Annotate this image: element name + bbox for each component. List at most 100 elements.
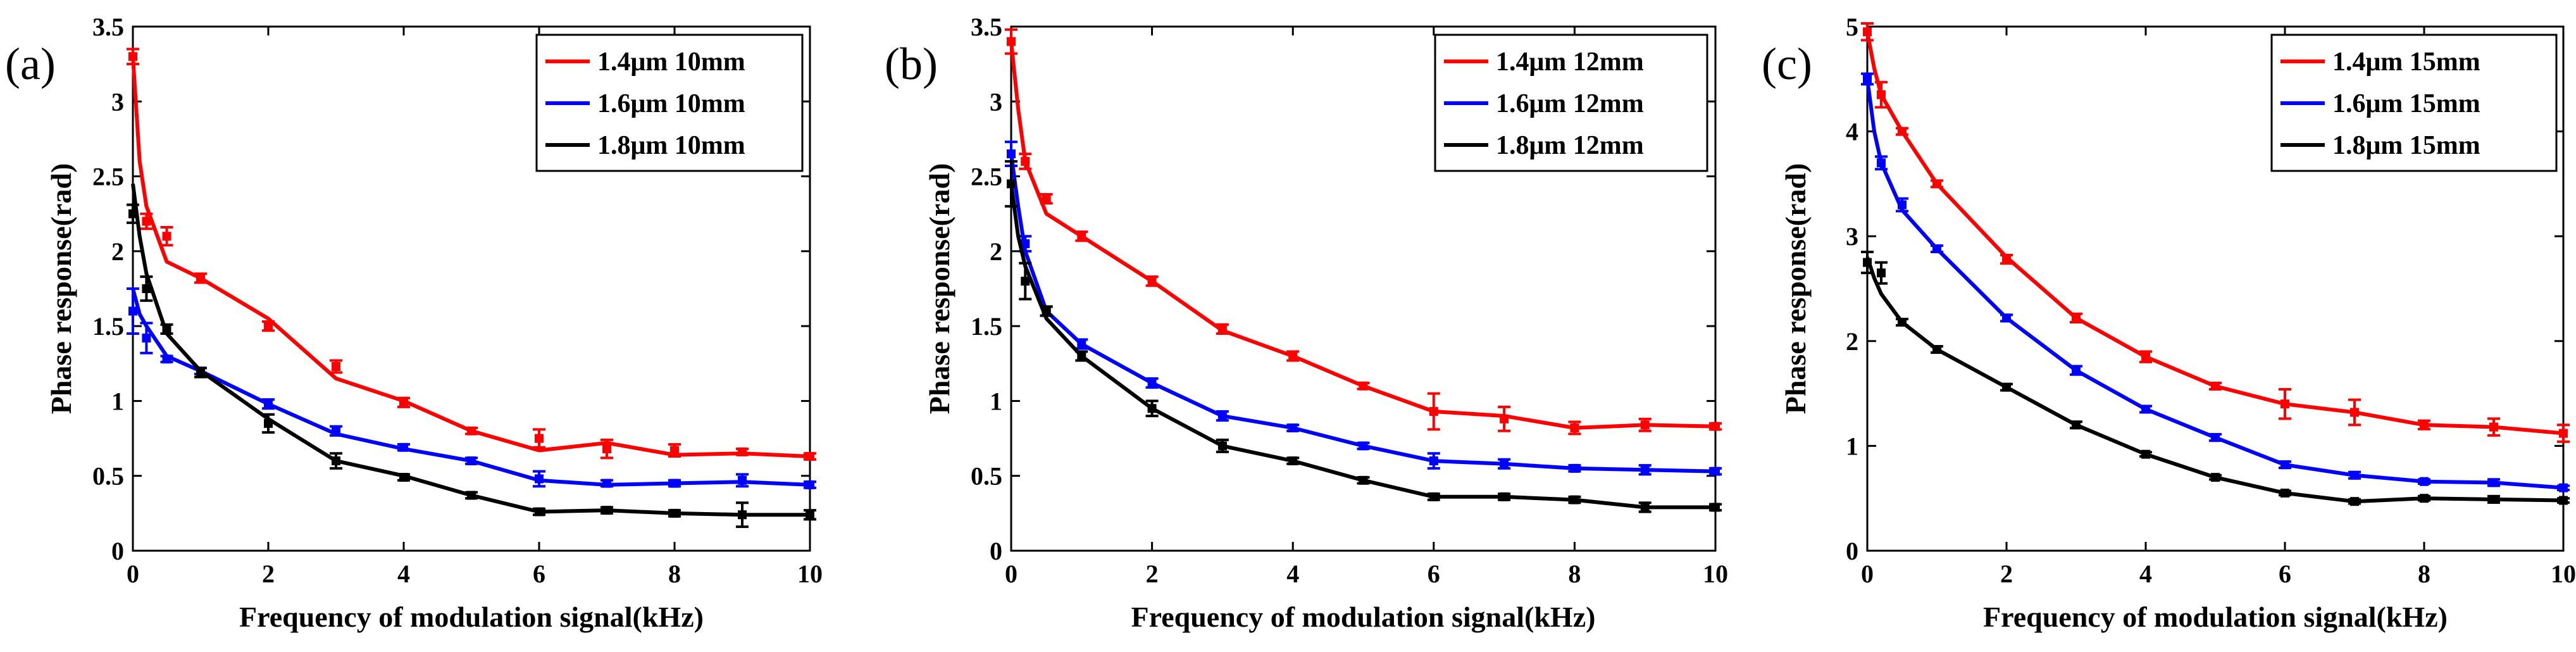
data-point <box>399 398 408 407</box>
y-tick-label: 2.5 <box>92 163 124 191</box>
series-0 <box>1861 22 2570 443</box>
data-point <box>467 456 476 466</box>
legend: 1.4μm 15mm 1.6μm 15mm 1.8μm 15mm <box>2270 34 2558 172</box>
data-point <box>2072 420 2081 430</box>
data-point <box>1288 423 1298 433</box>
y-tick-label: 0.5 <box>92 462 124 491</box>
y-tick-label: 2 <box>1846 327 1858 356</box>
y-axis-title: Phase response(rad) <box>923 163 955 415</box>
data-point <box>196 273 205 283</box>
data-point <box>1077 232 1086 241</box>
x-axis-title: Frequency of modulation signal(kHz) <box>1131 601 1596 633</box>
data-point <box>2280 460 2289 470</box>
y-tick-label: 3.5 <box>92 13 124 41</box>
y-tick-label: 3 <box>990 87 1002 116</box>
data-point <box>1288 351 1298 361</box>
series-2 <box>127 184 816 529</box>
data-point <box>332 426 340 436</box>
data-point <box>1500 414 1509 423</box>
data-point <box>1217 441 1227 451</box>
legend-label: 1.4μm 15mm <box>2332 47 2480 77</box>
data-point <box>738 475 747 485</box>
data-point <box>264 399 273 409</box>
y-tick-label: 1 <box>990 387 1002 415</box>
data-point <box>162 324 171 334</box>
data-point <box>128 306 137 316</box>
data-point <box>2072 313 2081 323</box>
x-tick-label: 2 <box>1146 560 1159 588</box>
data-point <box>264 418 273 428</box>
data-point <box>806 451 814 461</box>
legend-label: 1.6μm 10mm <box>597 89 745 118</box>
data-point <box>332 362 340 372</box>
data-point <box>738 510 747 520</box>
series-line <box>1009 153 1716 473</box>
y-tick-label: 3.5 <box>971 13 1002 41</box>
data-point <box>2141 449 2150 459</box>
y-tick-label: 1 <box>111 387 124 415</box>
series-line <box>131 184 810 517</box>
series-line <box>1865 31 2564 436</box>
data-point <box>1288 456 1298 466</box>
data-point <box>1429 492 1438 501</box>
data-point <box>2002 254 2011 264</box>
data-point <box>1021 156 1030 166</box>
y-tick-label: 1 <box>1846 432 1858 460</box>
panel-label: (b) <box>885 39 938 89</box>
data-point <box>2072 366 2081 375</box>
data-point <box>1147 404 1157 413</box>
x-axis-title: Frequency of modulation signal(kHz) <box>1983 601 2448 633</box>
legend-label: 1.6μm 15mm <box>2332 89 2480 118</box>
x-tick-label: 8 <box>1568 560 1581 588</box>
y-tick-label: 2 <box>990 237 1002 266</box>
data-point <box>2420 477 2429 486</box>
data-point <box>670 508 679 518</box>
legend-label: 1.8μm 12mm <box>1496 131 1644 160</box>
data-point <box>1077 339 1086 349</box>
data-point <box>1711 467 1720 476</box>
data-point <box>2211 473 2220 482</box>
y-tick-label: 2 <box>111 237 124 266</box>
x-tick-label: 0 <box>1861 560 1874 588</box>
x-tick-label: 4 <box>2139 560 2152 588</box>
data-point <box>1007 37 1016 46</box>
data-point <box>162 354 171 364</box>
data-point <box>2420 420 2429 430</box>
data-point <box>2211 433 2220 442</box>
data-point <box>2350 497 2359 506</box>
series-line <box>131 288 811 487</box>
x-tick-label: 6 <box>2279 560 2291 588</box>
legend: 1.4μm 10mm 1.6μm 10mm 1.8μm 10mm <box>535 34 804 172</box>
data-point <box>535 434 544 443</box>
panel-label: (a) <box>5 39 56 89</box>
data-point <box>1877 158 1886 168</box>
y-tick-label: 0 <box>990 537 1002 565</box>
data-point <box>1500 492 1509 501</box>
legend-label: 1.6μm 12mm <box>1496 89 1644 118</box>
data-point <box>2280 399 2289 409</box>
data-point <box>1359 475 1368 485</box>
data-point <box>2002 382 2011 392</box>
data-point <box>142 216 151 226</box>
data-point <box>2489 478 2498 487</box>
series-2 <box>1861 251 2570 506</box>
series-line <box>1009 184 1715 510</box>
x-tick-label: 8 <box>668 560 681 588</box>
y-tick-label: 4 <box>1846 118 1858 146</box>
data-point <box>1898 200 1907 210</box>
data-point <box>1932 244 1941 254</box>
series-2 <box>1005 160 1722 513</box>
x-tick-label: 8 <box>2418 560 2430 588</box>
data-point <box>2350 470 2359 480</box>
y-tick-label: 5 <box>1846 13 1858 41</box>
y-axis-title: Phase response(rad) <box>45 163 77 415</box>
x-tick-label: 10 <box>1703 560 1728 588</box>
data-point <box>602 506 611 515</box>
data-point <box>467 426 476 436</box>
data-point <box>1711 422 1720 431</box>
data-point <box>1007 179 1016 189</box>
data-point <box>1042 194 1051 204</box>
series-1 <box>127 287 816 489</box>
data-point <box>1570 495 1579 505</box>
